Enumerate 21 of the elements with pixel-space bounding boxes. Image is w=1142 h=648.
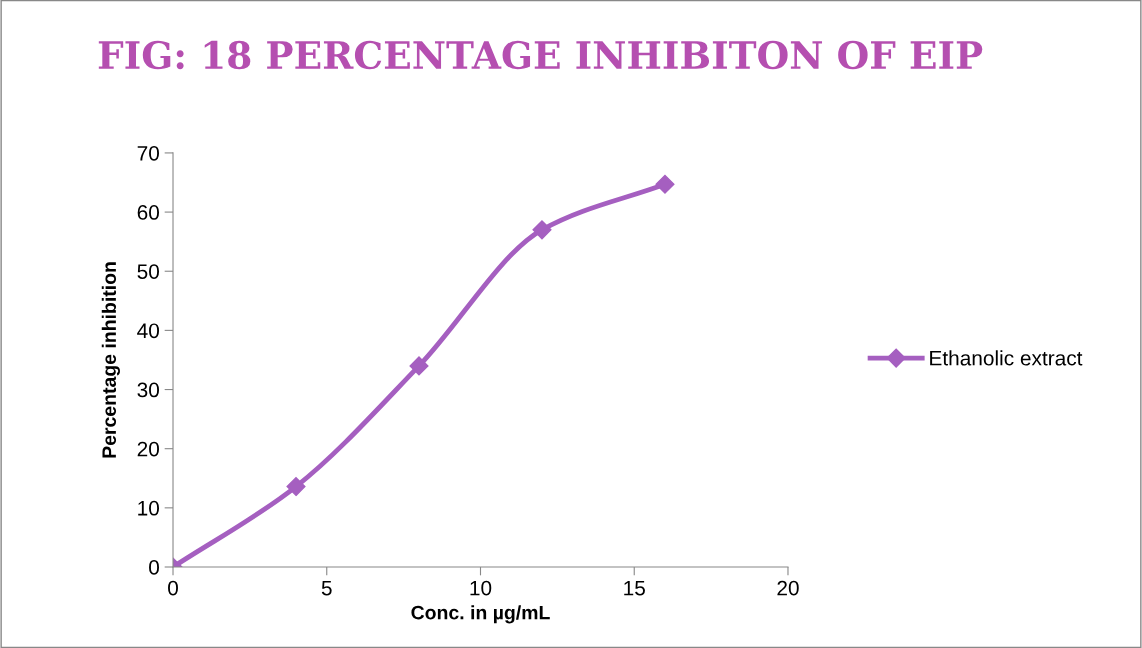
y-tick-label: 70 xyxy=(137,145,160,161)
legend-label: Ethanolic extract xyxy=(930,350,1083,366)
y-tick-label: 10 xyxy=(138,500,160,516)
point xyxy=(532,220,552,240)
x-tick-label: 10 xyxy=(470,580,492,596)
point xyxy=(286,477,306,497)
y-tick-label: 30 xyxy=(137,382,160,398)
x-tick-label: 5 xyxy=(321,580,332,596)
y-tick-label: 50 xyxy=(137,264,160,279)
point xyxy=(409,356,429,376)
y-tick-label: 40 xyxy=(137,323,160,339)
y-tick-label: 0 xyxy=(149,560,159,575)
x-tick-label: 0 xyxy=(168,580,178,596)
x-tick-label: 20 xyxy=(777,580,799,596)
y-tick-label: 20 xyxy=(137,441,160,457)
point xyxy=(655,174,675,194)
x-tick-label: 15 xyxy=(624,580,645,596)
chart-title: FIG: 18 PERCENTAGE INHIBITON OF EIP xyxy=(98,40,983,70)
y-tick-label: 60 xyxy=(137,205,160,220)
y-axis-title: Percentage inhibition xyxy=(101,262,120,458)
x-axis-title: Conc. in µg/mL xyxy=(411,605,550,624)
